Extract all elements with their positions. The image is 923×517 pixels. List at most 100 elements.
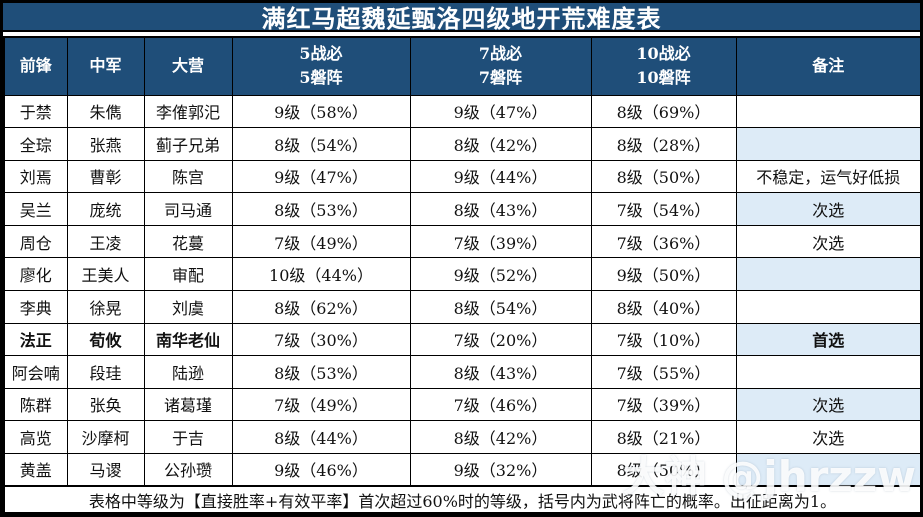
page-title: 满红马超魏延甄洛四级地开荒难度表	[3, 3, 920, 33]
table-row: 黄盖 马谡 公孙瓒 9级（46%） 9级（32%） 8级（50%）	[3, 452, 922, 487]
cell-middle: 庞统	[66, 192, 145, 226]
cell-battle5: 10级（44%）	[231, 257, 411, 291]
cell-middle: 王美人	[66, 257, 145, 291]
col-header-vanguard: 前锋	[3, 36, 68, 96]
cell-vanguard: 廖化	[3, 257, 68, 291]
cell-note	[735, 452, 922, 487]
cell-camp: 审配	[143, 257, 233, 291]
cell-middle: 王凌	[66, 224, 145, 259]
cell-note	[735, 257, 922, 291]
table-row: 陈群 张奂 诸葛瑾 7级（49%） 7级（46%） 7级（39%） 次选	[3, 387, 922, 422]
cell-battle10: 8级（28%）	[590, 127, 737, 161]
table-row: 全琮 张燕 蓟子兄弟 8级（54%） 8级（42%） 8级（28%）	[3, 127, 922, 161]
cell-battle5: 7级（49%）	[231, 224, 411, 259]
table-row: 刘焉 曹彰 陈宫 9级（47%） 9级（44%） 8级（50%） 不稳定，运气好低损	[3, 159, 922, 194]
cell-vanguard: 高览	[3, 420, 68, 454]
table-row: 周仓 王凌 花蔓 7级（49%） 7级（39%） 7级（36%） 次选	[3, 224, 922, 259]
cell-battle5: 7级（49%）	[231, 387, 411, 422]
cell-battle10: 7级（36%）	[590, 224, 737, 259]
cell-battle7: 9级（44%）	[409, 159, 592, 194]
table-row: 法正 荀攸 南华老仙 7级（30%） 7级（20%） 7级（10%） 首选	[3, 322, 922, 357]
cell-battle7: 8级（54%）	[409, 289, 592, 324]
cell-middle: 张燕	[66, 127, 145, 161]
cell-camp: 公孙瓒	[143, 452, 233, 487]
cell-note: 次选	[735, 387, 922, 422]
col-header-battle5: 5战必 5磐阵	[231, 36, 411, 96]
table-row: 李典 徐晃 刘虞 8级（62%） 8级（54%） 8级（40%）	[3, 289, 922, 324]
cell-battle5: 9级（58%）	[231, 94, 411, 129]
cell-camp: 于吉	[143, 420, 233, 454]
cell-camp: 刘虞	[143, 289, 233, 324]
cell-battle10: 8级（50%）	[590, 159, 737, 194]
cell-middle: 徐晃	[66, 289, 145, 324]
cell-battle5: 7级（30%）	[231, 322, 411, 357]
cell-vanguard: 刘焉	[3, 159, 68, 194]
cell-battle10: 8级（40%）	[590, 289, 737, 324]
cell-camp: 蓟子兄弟	[143, 127, 233, 161]
difficulty-table: 前锋 中军 大营 5战必 5磐阵 7战必 7磐阵 10战必 10磐阵 备注 于禁…	[3, 36, 922, 514]
cell-battle5: 8级（62%）	[231, 289, 411, 324]
cell-battle7: 9级（32%）	[409, 452, 592, 487]
cell-vanguard: 全琮	[3, 127, 68, 161]
cell-note: 不稳定，运气好低损	[735, 159, 922, 194]
col-header-camp: 大营	[143, 36, 233, 96]
cell-middle: 段珪	[66, 355, 145, 389]
cell-battle7: 9级（52%）	[409, 257, 592, 291]
cell-camp: 南华老仙	[143, 322, 233, 357]
cell-battle5: 8级（53%）	[231, 192, 411, 226]
cell-battle5: 9级（47%）	[231, 159, 411, 194]
cell-battle7: 8级（42%）	[409, 420, 592, 454]
table-row: 高览 沙摩柯 于吉 8级（44%） 8级（42%） 8级（21%） 次选	[3, 420, 922, 454]
table-row: 廖化 王美人 审配 10级（44%） 9级（52%） 9级（50%）	[3, 257, 922, 291]
cell-camp: 诸葛瑾	[143, 387, 233, 422]
table-body: 于禁 朱儁 李傕郭汜 9级（58%） 9级（47%） 8级（69%） 全琮 张燕 蓟子兄弟 8级（…	[3, 94, 922, 487]
cell-battle5: 8级（53%）	[231, 355, 411, 389]
cell-battle10: 7级（55%）	[590, 355, 737, 389]
cell-battle10: 7级（10%）	[590, 322, 737, 357]
cell-vanguard: 吴兰	[3, 192, 68, 226]
cell-note	[735, 94, 922, 129]
cell-camp: 李傕郭汜	[143, 94, 233, 129]
table-header: 前锋 中军 大营 5战必 5磐阵 7战必 7磐阵 10战必 10磐阵 备注	[3, 36, 922, 96]
cell-vanguard: 阿会喃	[3, 355, 68, 389]
cell-note	[735, 355, 922, 389]
cell-note	[735, 289, 922, 324]
cell-middle: 曹彰	[66, 159, 145, 194]
table-row: 于禁 朱儁 李傕郭汜 9级（58%） 9级（47%） 8级（69%）	[3, 94, 922, 129]
cell-camp: 司马通	[143, 192, 233, 226]
cell-battle7: 7级（39%）	[409, 224, 592, 259]
cell-camp: 陈宫	[143, 159, 233, 194]
cell-vanguard: 李典	[3, 289, 68, 324]
col-header-battle10: 10战必 10磐阵	[590, 36, 737, 96]
cell-note: 次选	[735, 192, 922, 226]
cell-battle10: 8级（21%）	[590, 420, 737, 454]
cell-middle: 张奂	[66, 387, 145, 422]
cell-note: 次选	[735, 420, 922, 454]
cell-middle: 沙摩柯	[66, 420, 145, 454]
cell-vanguard: 于禁	[3, 94, 68, 129]
cell-battle7: 8级（42%）	[409, 127, 592, 161]
cell-vanguard: 法正	[3, 322, 68, 357]
table-footer: 表格中等级为【直接胜率+有效平率】首次超过60%时的等级，括号内为武将阵亡的概率…	[3, 485, 922, 514]
cell-battle7: 8级（43%）	[409, 355, 592, 389]
cell-battle5: 8级（54%）	[231, 127, 411, 161]
cell-battle10: 7级（54%）	[590, 192, 737, 226]
cell-note: 次选	[735, 224, 922, 259]
footer-note: 表格中等级为【直接胜率+有效平率】首次超过60%时的等级，括号内为武将阵亡的概率…	[3, 485, 922, 514]
title-separator	[3, 32, 920, 36]
cell-middle: 马谡	[66, 452, 145, 487]
cell-battle5: 9级（46%）	[231, 452, 411, 487]
col-header-battle7: 7战必 7磐阵	[409, 36, 592, 96]
cell-vanguard: 周仓	[3, 224, 68, 259]
cell-battle7: 7级（20%）	[409, 322, 592, 357]
cell-note: 首选	[735, 322, 922, 357]
cell-vanguard: 陈群	[3, 387, 68, 422]
cell-camp: 花蔓	[143, 224, 233, 259]
table-row: 吴兰 庞统 司马通 8级（53%） 8级（43%） 7级（54%） 次选	[3, 192, 922, 226]
cell-battle10: 7级（39%）	[590, 387, 737, 422]
cell-battle7: 7级（46%）	[409, 387, 592, 422]
cell-battle7: 8级（43%）	[409, 192, 592, 226]
cell-battle10: 9级（50%）	[590, 257, 737, 291]
cell-battle10: 8级（69%）	[590, 94, 737, 129]
